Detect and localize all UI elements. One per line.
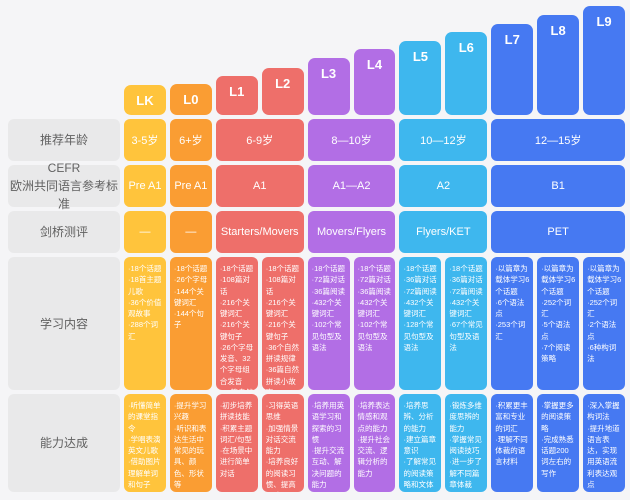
ability-cell-l7: ·积累更丰富和专业的词汇 ·理解不同体裁的语言材料 bbox=[491, 394, 534, 492]
level-header-l7: L7 bbox=[491, 24, 534, 115]
ability-cell-lk: ·听懂简单的课堂指令 ·学唱表演英文儿歌 ·借助图片理解单词和句子 bbox=[124, 394, 166, 492]
age-cell-l0: 6+岁 bbox=[169, 119, 212, 161]
age-cell-l7-l9: 12—15岁 bbox=[491, 119, 625, 161]
age-cell-l3-l4: 8—10岁 bbox=[307, 119, 396, 161]
row-label-cambridge: 剑桥测评 bbox=[8, 211, 120, 253]
cefr-cell-l7-l9: B1 bbox=[491, 165, 625, 207]
learning-cell-lk: ·18个话题 ·18首主题儿歌 ·36个价值观故事 ·288个词汇 bbox=[124, 257, 166, 390]
ability-cell-l5: ·培养思辨、分析的能力 ·建立篇章意识 ·了解常见的阅读策略和文体 bbox=[399, 394, 442, 492]
cambridge-cell-l0: — bbox=[169, 211, 212, 253]
ability-cell-l0: ·提升学习兴趣 ·听识和表达生活中常见的玩具、颜色、形状等 bbox=[169, 394, 212, 492]
learning-cell-l4: ·18个话题 ·72篇对话 ·36篇阅读 ·432个关键词汇 ·102个常见句型… bbox=[353, 257, 396, 390]
level-header-l2: L2 bbox=[261, 68, 304, 115]
learning-cell-l2: ·18个话题 ·108篇对话 ·216个关键词汇 ·216个关键句子 ·36个自… bbox=[261, 257, 304, 390]
ability-cell-l1: ·初步培养拼读技能 ·积累主题词汇/句型 ·在场景中进行简单对话 bbox=[215, 394, 258, 492]
level-header-l3: L3 bbox=[307, 58, 350, 115]
ability-cell-l2: ·习得英语思维 ·加强情景对话交流能力 ·培养良好的阅读习惯、提高语速 bbox=[261, 394, 304, 492]
ability-cell-l6: ·锻炼多维度思辨的能力 ·掌握常见阅读技巧 ·进一步了解不同篇章体裁 bbox=[445, 394, 488, 492]
learning-cell-l7: ·以篇章为载体学习6个话题 ·6个语法点 ·253个词汇 bbox=[491, 257, 534, 390]
level-header-l6: L6 bbox=[445, 32, 488, 115]
cefr-cell-l1-l2: A1 bbox=[215, 165, 304, 207]
learning-cell-l8: ·以篇章为载体学习6个话题 ·252个词汇 ·5个语法点 ·7个阅读策略 bbox=[537, 257, 580, 390]
learning-cell-l3: ·18个话题 ·72篇对话 ·36篇阅读 ·432个关键词汇 ·102个常见句型… bbox=[307, 257, 350, 390]
level-header-l9: L9 bbox=[583, 6, 625, 115]
learning-cell-l6: ·18个话题 ·36篇对话 ·72篇阅读 ·432个关键词汇 ·67个常见句型及… bbox=[445, 257, 488, 390]
cefr-cell-l5-l6: A2 bbox=[399, 165, 488, 207]
learning-cell-l1: ·18个话题 ·108篇对话 ·216个关键词汇 ·216个关键句子 ·26个字… bbox=[215, 257, 258, 390]
cefr-cell-lk: Pre A1 bbox=[124, 165, 166, 207]
ability-cell-l9: ·深入掌握构词法 ·提升地道语言表达，实现用英语流利表达观点 bbox=[583, 394, 625, 492]
learning-cell-l0: ·18个话题 ·26个字母 ·144个关键词汇 ·144个句子 bbox=[169, 257, 212, 390]
row-label-cefr: CEFR 欧洲共同语言参考标准 bbox=[8, 161, 120, 211]
cefr-cell-l0: Pre A1 bbox=[169, 165, 212, 207]
row-label-learning: 学习内容 bbox=[8, 257, 120, 390]
learning-cell-l5: ·18个话题 ·36篇对话 ·72篇阅读 ·432个关键词汇 ·128个常见句型… bbox=[399, 257, 442, 390]
row-label-ability: 能力达成 bbox=[8, 394, 120, 492]
level-header-l5: L5 bbox=[399, 41, 442, 115]
level-header-l0: L0 bbox=[169, 84, 212, 115]
cambridge-cell-l1-l2: Starters/Movers bbox=[215, 211, 304, 253]
ability-cell-l8: ·掌握更多的阅读策略 ·完成熟悉话题200词左右的写作 bbox=[537, 394, 580, 492]
ability-cell-l4: ·培养表达情感和观点的能力 ·提升社会交流、逻辑分析的能力 bbox=[353, 394, 396, 492]
learning-cell-l9: ·以篇章为载体学习6个话题 ·252个词汇 ·2个语法点 ·6种构词法 bbox=[583, 257, 625, 390]
cambridge-cell-l3-l4: Movers/Flyers bbox=[307, 211, 396, 253]
row-label-age: 推荐年龄 bbox=[8, 119, 120, 161]
level-header-lk: LK bbox=[124, 85, 166, 115]
ability-cell-l3: ·培养用英语学习和探索的习惯 ·提升交流互动、解决问题的能力 bbox=[307, 394, 350, 492]
level-header-l4: L4 bbox=[353, 49, 396, 115]
age-cell-lk: 3-5岁 bbox=[124, 119, 166, 161]
age-cell-l1-l2: 6-9岁 bbox=[215, 119, 304, 161]
level-header-l8: L8 bbox=[537, 15, 580, 115]
cambridge-cell-l5-l6: Flyers/KET bbox=[399, 211, 488, 253]
cefr-cell-l3-l4: A1—A2 bbox=[307, 165, 396, 207]
cambridge-cell-lk: — bbox=[124, 211, 166, 253]
cambridge-cell-l7-l9: PET bbox=[491, 211, 625, 253]
age-cell-l5-l6: 10—12岁 bbox=[399, 119, 488, 161]
level-header-l1: L1 bbox=[215, 76, 258, 115]
